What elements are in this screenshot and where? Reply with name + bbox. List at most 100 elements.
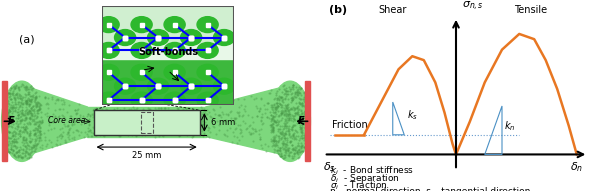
Circle shape (131, 42, 152, 58)
Point (4, 91, 13, 94)
Point (64, 136, 73, 139)
Point (117, 126, 127, 129)
Point (286, 115, 295, 118)
Point (12, 92, 22, 95)
Point (299, 146, 308, 149)
Point (21, 88, 31, 91)
Point (146, 112, 155, 115)
Point (8, 149, 18, 152)
Point (235, 123, 245, 126)
Point (17, 111, 27, 114)
Point (115, 125, 125, 128)
Point (259, 121, 268, 124)
Point (120, 112, 130, 115)
Point (158, 129, 167, 132)
Point (269, 137, 279, 140)
Point (60, 117, 70, 121)
Point (15, 118, 25, 121)
Point (172, 128, 181, 131)
Point (196, 111, 205, 114)
Point (277, 130, 287, 133)
Point (278, 139, 288, 142)
Point (25, 88, 34, 91)
Point (11, 146, 21, 149)
Point (74, 129, 83, 133)
Point (298, 132, 307, 135)
Point (28, 95, 38, 98)
Point (14, 85, 23, 88)
Point (190, 130, 200, 133)
Point (275, 154, 285, 157)
Point (281, 150, 290, 153)
Point (293, 110, 302, 113)
Point (25, 140, 35, 143)
Point (52, 98, 61, 101)
Point (277, 110, 287, 113)
Point (21, 124, 31, 127)
Point (20, 154, 30, 157)
Point (33, 125, 43, 128)
Point (29, 114, 38, 117)
Point (278, 143, 287, 146)
Point (23, 92, 32, 95)
Point (184, 106, 193, 109)
Point (20, 138, 30, 142)
Point (32, 104, 42, 107)
Point (155, 116, 164, 119)
Point (86, 130, 95, 133)
Point (5, 98, 14, 101)
Point (163, 117, 173, 120)
Point (26, 147, 36, 150)
Bar (2, 81, 7, 161)
Point (7, 147, 16, 150)
Point (295, 114, 304, 117)
Point (208, 107, 218, 110)
Circle shape (164, 17, 185, 32)
Point (297, 116, 307, 119)
Point (293, 153, 303, 156)
Point (15, 128, 25, 131)
Point (287, 151, 296, 154)
Point (214, 114, 223, 117)
Point (109, 108, 119, 111)
Point (151, 135, 160, 138)
Point (5, 110, 15, 113)
Point (126, 107, 136, 110)
Point (8, 144, 18, 147)
Point (32, 116, 41, 119)
Point (161, 127, 171, 130)
Point (268, 117, 277, 120)
Point (219, 133, 229, 136)
Point (296, 98, 305, 101)
Point (31, 143, 41, 146)
Point (13, 150, 22, 153)
Point (277, 155, 286, 158)
Point (252, 115, 262, 118)
Point (281, 143, 290, 146)
Point (13, 96, 22, 99)
Point (26, 100, 35, 103)
Point (25, 132, 34, 135)
Point (254, 110, 264, 113)
Point (270, 111, 280, 114)
Point (32, 94, 41, 97)
Point (296, 131, 306, 134)
Point (290, 107, 300, 110)
Point (297, 136, 307, 139)
Point (96, 130, 106, 134)
Point (106, 118, 115, 121)
Point (297, 105, 307, 108)
Point (287, 125, 296, 128)
Point (281, 142, 291, 145)
Point (13, 133, 22, 136)
Point (7, 142, 17, 145)
Point (281, 104, 291, 108)
Point (2, 116, 12, 119)
Point (196, 125, 206, 128)
Point (115, 135, 125, 138)
Point (297, 112, 307, 115)
Point (282, 140, 292, 143)
Point (296, 86, 305, 89)
Point (287, 154, 297, 157)
Point (31, 97, 40, 100)
